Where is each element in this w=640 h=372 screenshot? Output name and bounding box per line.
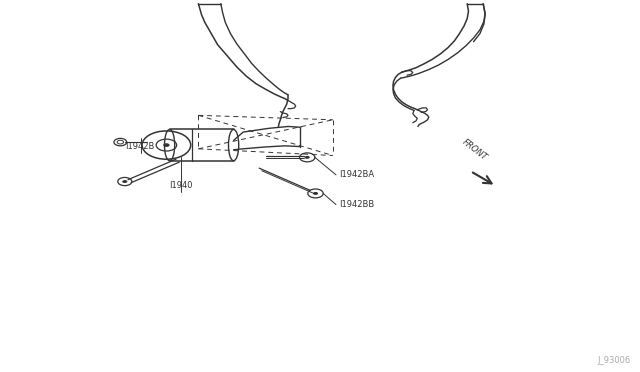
Text: I1940: I1940 [170,181,193,190]
Text: I1942BB: I1942BB [339,200,374,209]
Circle shape [313,192,318,195]
Text: J_93006: J_93006 [597,356,630,365]
Text: I1942BA: I1942BA [339,170,374,179]
Text: FRONT: FRONT [461,137,489,162]
Circle shape [305,156,310,159]
Text: I1942B: I1942B [125,142,154,151]
Circle shape [163,143,170,147]
Circle shape [122,180,127,183]
